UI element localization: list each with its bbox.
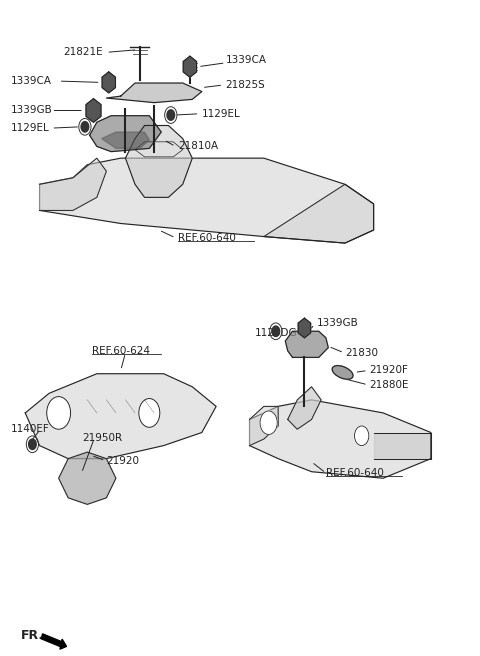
Text: 21810A: 21810A: [178, 142, 218, 152]
Text: 21830: 21830: [345, 348, 378, 358]
Polygon shape: [373, 432, 431, 459]
Polygon shape: [125, 125, 192, 197]
Text: 21950R: 21950R: [83, 433, 123, 443]
Polygon shape: [86, 98, 101, 122]
Polygon shape: [59, 452, 116, 504]
Polygon shape: [102, 72, 115, 93]
Text: 1125DG: 1125DG: [254, 328, 297, 338]
Circle shape: [260, 411, 277, 434]
Text: 21821E: 21821E: [63, 47, 103, 57]
Circle shape: [167, 110, 175, 120]
FancyArrow shape: [41, 634, 67, 649]
Text: 1339GB: 1339GB: [11, 106, 53, 115]
Circle shape: [29, 439, 36, 449]
Circle shape: [355, 426, 369, 445]
Circle shape: [47, 397, 71, 429]
Text: FR.: FR.: [21, 628, 44, 642]
Text: 1129EL: 1129EL: [202, 109, 240, 119]
Text: 1129EL: 1129EL: [11, 123, 50, 133]
Circle shape: [139, 399, 160, 427]
Polygon shape: [39, 158, 373, 243]
Polygon shape: [288, 387, 321, 429]
Text: 21825S: 21825S: [226, 80, 265, 90]
Polygon shape: [183, 56, 196, 77]
Text: 21880E: 21880E: [369, 380, 408, 390]
Text: REF.60-640: REF.60-640: [178, 233, 236, 243]
Text: 21920: 21920: [107, 456, 139, 466]
Polygon shape: [39, 158, 107, 211]
Polygon shape: [107, 83, 202, 102]
Polygon shape: [102, 132, 149, 148]
Circle shape: [81, 121, 89, 132]
Text: 1339CA: 1339CA: [226, 55, 267, 65]
Polygon shape: [250, 400, 431, 478]
Polygon shape: [90, 115, 161, 152]
Polygon shape: [250, 406, 278, 445]
Polygon shape: [285, 331, 328, 358]
Polygon shape: [25, 374, 216, 459]
Text: 1339CA: 1339CA: [11, 76, 52, 86]
Text: 1339GB: 1339GB: [316, 318, 358, 328]
Polygon shape: [264, 184, 373, 243]
Text: REF.60-640: REF.60-640: [326, 468, 384, 478]
Polygon shape: [298, 318, 311, 338]
Text: 21920F: 21920F: [369, 365, 408, 375]
Circle shape: [272, 326, 280, 337]
Text: 1140EF: 1140EF: [11, 424, 50, 434]
Ellipse shape: [332, 365, 353, 379]
Text: REF.60-624: REF.60-624: [92, 346, 150, 356]
